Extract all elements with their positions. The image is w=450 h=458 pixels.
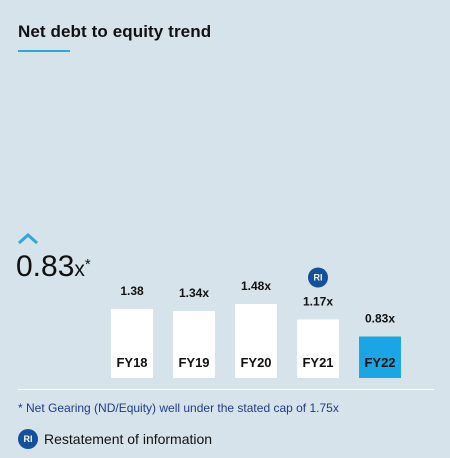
- bar-fy18: [111, 309, 153, 378]
- value-label: 0.83x: [365, 312, 395, 326]
- value-label: 1.17x: [303, 295, 333, 309]
- chart-baseline: [18, 389, 434, 390]
- category-label: FY20: [240, 355, 271, 370]
- category-label: FY22: [364, 355, 395, 370]
- restatement-badge-label: RI: [314, 273, 323, 283]
- bar-fy19: [173, 311, 215, 378]
- restatement-badge-icon: [308, 267, 328, 288]
- bar-fy22: [359, 336, 401, 378]
- value-label: 1.38: [120, 284, 144, 298]
- headline-value: 0.83: [16, 250, 75, 283]
- bar-fy20: [235, 304, 277, 378]
- category-label: FY18: [116, 355, 147, 370]
- category-label: FY19: [178, 355, 209, 370]
- legend: RI Restatement of information: [18, 428, 212, 450]
- value-label: 1.34x: [179, 286, 209, 300]
- restatement-badge-icon: RI: [18, 429, 38, 449]
- headline-footnote-marker: *: [84, 256, 91, 273]
- headline-value-text: 0.83x*: [16, 250, 91, 287]
- legend-label: Restatement of information: [44, 431, 213, 447]
- headline-unit: x: [74, 258, 85, 281]
- title-underline: [18, 50, 70, 52]
- chevron-up-icon: [18, 232, 38, 245]
- footnote: * Net Gearing (ND/Equity) well under the…: [18, 401, 339, 415]
- headline-metric: 0.83x*: [14, 232, 114, 283]
- chart-title: Net debt to equity trend: [18, 22, 212, 41]
- category-label: FY21: [302, 355, 333, 370]
- value-label: 1.48x: [241, 279, 271, 293]
- bar-fy21: [297, 319, 339, 378]
